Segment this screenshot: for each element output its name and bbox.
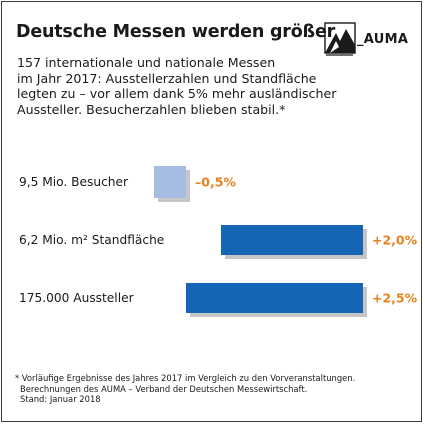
category-label: 175.000 Aussteller: [19, 291, 134, 305]
category-label: 6,2 Mio. m² Standfläche: [19, 233, 165, 247]
bar-positive: [221, 225, 363, 255]
bar-positive: [185, 283, 363, 313]
chart-subtitle: 157 internationale und nationale Messen …: [17, 55, 412, 117]
footnote-line: * Vorläufige Ergebnisse des Jahres 2017 …: [15, 373, 356, 383]
chart-title: Deutsche Messen werden größer: [16, 22, 336, 42]
bar-value-label: –0,5%: [195, 174, 236, 190]
bar-value-label: +2,0%: [372, 232, 418, 248]
category-label: 9,5 Mio. Besucher: [19, 175, 129, 189]
footnote-line: Berechnungen des AUMA – Verband der Deut…: [20, 383, 308, 394]
subtitle-line: im Jahr 2017: Ausstellerzahlen und Stand…: [17, 70, 317, 86]
bar-value-label: +2,5%: [372, 290, 418, 306]
subtitle-line: 157 internationale und nationale Messen: [17, 55, 276, 70]
subtitle-line: legten zu – vor allem dank 5% mehr auslä…: [17, 86, 337, 101]
subtitle-line: Aussteller. Besucherzahlen blieben stabi…: [17, 101, 286, 117]
footnote-line: Stand: Januar 2018: [20, 394, 101, 404]
footnote: * Vorläufige Ergebnisse des Jahres 2017 …: [15, 373, 415, 405]
auma-logo-icon: [324, 22, 356, 56]
auma-logo: _AUMA: [324, 22, 424, 58]
bar-negative: [154, 166, 186, 198]
auma-logo-text: _AUMA: [357, 32, 409, 47]
